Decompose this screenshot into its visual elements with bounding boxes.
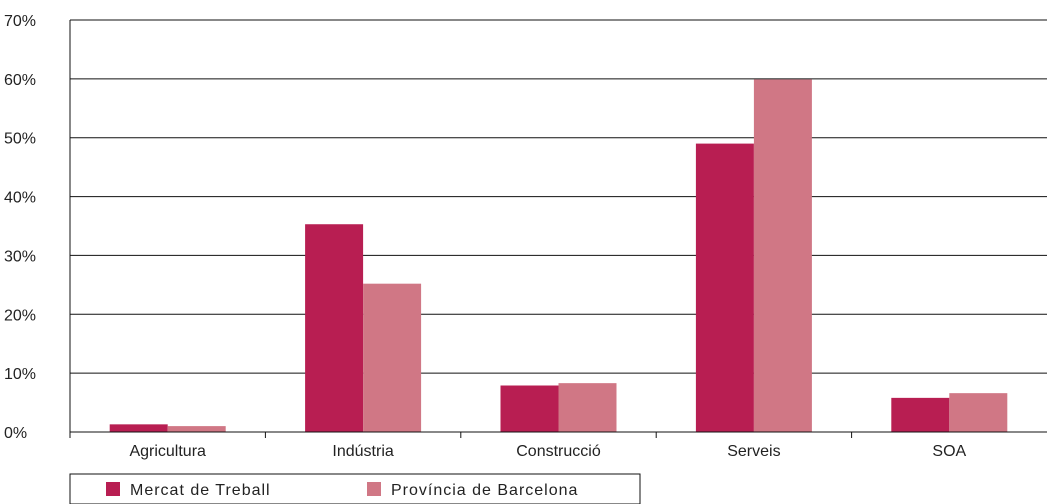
y-tick-label: 50%	[4, 131, 36, 148]
y-tick-label: 0%	[4, 425, 27, 442]
x-category-label: Serveis	[727, 443, 780, 460]
bar-mercat-de-treball	[500, 385, 559, 432]
bar-mercat-de-treball	[891, 397, 950, 432]
bar-mercat-de-treball	[109, 424, 168, 432]
bar-provincia-de-barcelona	[558, 383, 617, 432]
bars	[109, 79, 1008, 433]
bar-provincia-de-barcelona	[753, 79, 812, 433]
x-category-labels: Agricultura Indústria Construcció Serveis SO…	[129, 443, 966, 460]
y-tick-labels: 0% 10% 20% 30% 40% 50% 60% 70%	[4, 13, 36, 442]
x-category-label: Agricultura	[129, 443, 206, 460]
bar-provincia-de-barcelona	[363, 283, 422, 432]
gridlines	[70, 19, 1047, 374]
legend-label: Província de Barcelona	[391, 482, 578, 499]
bar-provincia-de-barcelona	[949, 393, 1008, 432]
y-tick-label: 20%	[4, 307, 36, 324]
y-tick-label: 10%	[4, 366, 36, 383]
bar-mercat-de-treball	[695, 143, 754, 432]
legend: Mercat de Treball Província de Barcelona	[69, 473, 641, 504]
x-category-label: Construcció	[516, 443, 601, 460]
bar-provincia-de-barcelona	[167, 426, 226, 432]
x-category-label: SOA	[932, 443, 966, 460]
legend-swatch	[106, 482, 120, 496]
axes	[69, 20, 1047, 438]
bar-mercat-de-treball	[305, 224, 364, 432]
legend-label: Mercat de Treball	[130, 482, 271, 499]
y-tick-label: 30%	[4, 248, 36, 265]
y-tick-label: 40%	[4, 190, 36, 207]
legend-swatch	[367, 482, 381, 496]
legend-box	[69, 473, 641, 504]
y-tick-label: 70%	[4, 13, 36, 30]
y-tick-label: 60%	[4, 72, 36, 89]
x-category-label: Indústria	[332, 443, 393, 460]
